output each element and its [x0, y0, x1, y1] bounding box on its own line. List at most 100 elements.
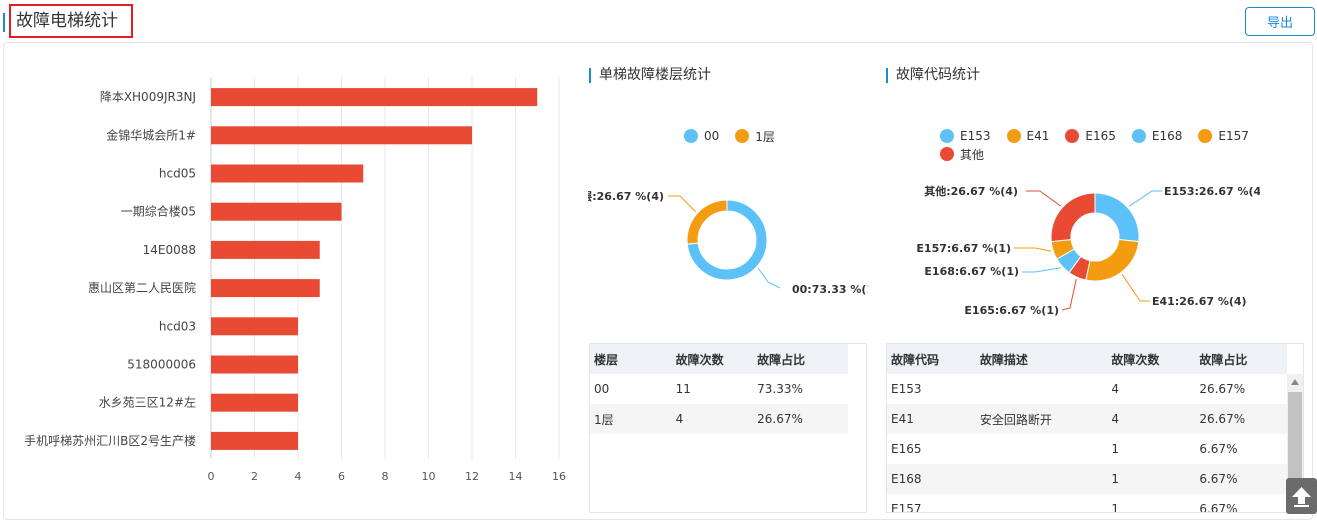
table-cell: 11 — [675, 382, 691, 396]
x-tick-label: 4 — [295, 470, 302, 483]
legend-dot-icon — [1006, 129, 1021, 143]
table-cell — [976, 494, 1107, 512]
column-header[interactable]: 故障占比 — [753, 344, 848, 374]
x-tick-label: 14 — [509, 470, 523, 483]
label-leader-line — [1121, 273, 1150, 302]
slice-label: E153:26.67 %(4) — [1164, 185, 1260, 198]
table-cell: E168 — [887, 464, 976, 494]
code-table-scrollbar[interactable] — [1287, 374, 1303, 512]
y-category-label: 水乡苑三区12#左 — [99, 395, 196, 410]
arrow-up-icon — [1292, 487, 1311, 507]
table-cell: 26.67% — [753, 404, 848, 434]
legend-item[interactable]: E41 — [1006, 127, 1050, 145]
y-category-label: hcd03 — [159, 319, 196, 333]
legend-item[interactable]: E165 — [1065, 127, 1116, 145]
donut-slice[interactable] — [1050, 192, 1096, 243]
x-tick-label: 12 — [465, 470, 479, 483]
scrollbar-thumb[interactable] — [1288, 392, 1302, 487]
x-tick-label: 2 — [251, 470, 258, 483]
back-to-top-button[interactable] — [1286, 478, 1317, 514]
table-row[interactable]: 1层 4 26.67% — [590, 404, 848, 434]
header-accent-bar — [3, 13, 5, 32]
legend-dot-icon — [940, 147, 954, 161]
legend-dot-icon — [940, 129, 954, 143]
table-row[interactable]: 00 11 73.33% — [590, 374, 848, 404]
y-category-label: 手机呼梯苏州汇川B区2号生产楼 — [24, 433, 196, 448]
legend-label: E165 — [1085, 129, 1116, 143]
column-header[interactable]: 楼层 — [590, 344, 672, 374]
bar[interactable] — [211, 164, 364, 183]
bar[interactable] — [211, 431, 298, 450]
table-cell: 73.33% — [757, 382, 803, 396]
table-cell: 6.67% — [1199, 502, 1238, 513]
table-header-row: 故障代码 故障描述 故障次数 故障占比 — [887, 344, 1287, 374]
legend-label: E41 — [1026, 129, 1050, 143]
legend-item[interactable]: E153 — [940, 127, 991, 145]
y-category-label: 金锦华城会所1# — [106, 127, 196, 142]
fault-elevator-bar-chart: 0 2 4 6 8 10 12 14 16 降本XH009JR3NJ 金锦华城会所1# hcd05 一期… — [24, 77, 566, 483]
column-header[interactable]: 故障代码 — [887, 344, 976, 374]
legend-label: 00 — [704, 129, 720, 143]
y-category-label: 一期综合楼05 — [121, 204, 196, 219]
bar[interactable] — [211, 393, 298, 412]
donut-slice[interactable] — [1085, 238, 1140, 282]
legend-label: 1层 — [755, 129, 775, 144]
bar[interactable] — [211, 88, 538, 107]
legend-item[interactable]: E168 — [1131, 127, 1182, 145]
code-legend: E153 E41 E165 E168 E157 其他 — [940, 127, 1280, 163]
table-row[interactable]: E41 安全回路断开 4 26.67% — [887, 404, 1287, 434]
table-cell: 4 — [671, 404, 754, 434]
bar[interactable] — [211, 317, 298, 336]
table-cell: 1 — [1107, 464, 1196, 494]
scroll-up-arrow-icon[interactable] — [1291, 379, 1299, 385]
legend-item[interactable]: E157 — [1198, 127, 1249, 145]
column-header[interactable]: 故障次数 — [1107, 344, 1196, 374]
table-cell: 4 — [1107, 404, 1196, 434]
table-cell: E41 — [887, 404, 976, 434]
y-category-label: 惠山区第二人民医院 — [88, 281, 196, 295]
table-cell: E165 — [891, 442, 922, 456]
floor-legend: 00 1层 — [684, 127, 844, 145]
legend-item[interactable]: 其他 — [940, 145, 984, 163]
table-row[interactable]: E153 4 26.67% — [887, 374, 1287, 404]
x-tick-label: 10 — [422, 470, 436, 483]
label-leader-line — [1061, 278, 1077, 311]
column-header[interactable]: 故障描述 — [975, 344, 1108, 374]
label-leader-line — [1022, 267, 1061, 273]
table-row[interactable]: E157 1 6.67% — [887, 494, 1287, 513]
table-row[interactable]: E165 1 6.67% — [887, 434, 1287, 464]
legend-label: E153 — [960, 129, 991, 143]
code-table-container: 故障代码 故障描述 故障次数 故障占比 E153 4 26.67% E41 安全回路断开 4 26.… — [886, 343, 1304, 513]
column-header[interactable]: 故障占比 — [1195, 344, 1287, 374]
x-tick-label: 16 — [552, 470, 566, 483]
table-cell: E153 — [891, 382, 922, 396]
column-header[interactable]: 故障次数 — [671, 344, 754, 374]
label-leader-line — [1014, 247, 1052, 252]
table-cell: 4 — [1111, 382, 1120, 396]
bar[interactable] — [211, 240, 320, 259]
table-cell — [976, 374, 1107, 404]
donut-slice[interactable] — [686, 199, 768, 281]
legend-item[interactable]: 1层 — [735, 127, 775, 145]
y-category-label: 降本XH009JR3NJ — [100, 90, 196, 104]
bar[interactable] — [211, 279, 320, 298]
donut-slice[interactable] — [686, 199, 728, 245]
slice-label: E41:26.67 %(4) — [1152, 295, 1247, 308]
label-leader-line — [668, 195, 697, 213]
statistics-panel — [3, 42, 1313, 520]
y-category-label: hcd05 — [159, 167, 196, 181]
table-row[interactable]: E168 1 6.67% — [887, 464, 1287, 494]
x-tick-label: 0 — [208, 470, 215, 483]
legend-item[interactable]: 00 — [684, 127, 719, 145]
bar[interactable] — [211, 126, 472, 145]
bar[interactable] — [211, 355, 298, 374]
table-cell: 1 — [1111, 502, 1120, 513]
y-category-label: 518000006 — [127, 358, 196, 372]
table-cell: 26.67% — [1199, 382, 1246, 396]
legend-dot-icon — [1198, 129, 1213, 143]
table-cell: 26.67% — [1195, 404, 1287, 434]
export-button[interactable]: 导出 — [1245, 7, 1315, 36]
floor-table: 楼层 故障次数 故障占比 00 11 73.33% 1层 4 26.67% — [590, 344, 848, 434]
bar[interactable] — [211, 202, 342, 221]
donut-slice[interactable] — [1094, 192, 1140, 243]
